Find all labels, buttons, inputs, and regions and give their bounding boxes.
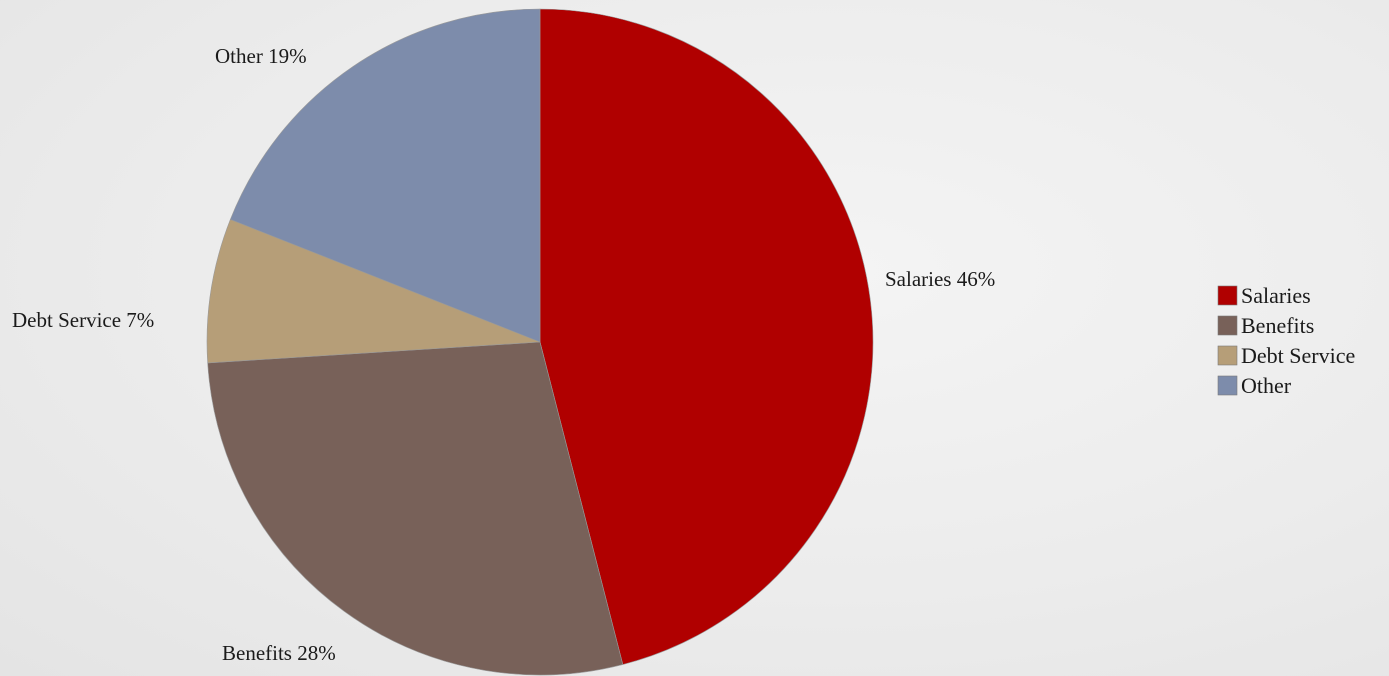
data-label-other: Other 19% [215, 44, 307, 68]
data-label-benefits: Benefits 28% [222, 641, 336, 665]
legend-label-benefits: Benefits [1241, 313, 1314, 338]
pie-data-labels: Salaries 46% Benefits 28% Debt Service 7% O… [12, 44, 995, 665]
legend-swatch-debt-service [1217, 345, 1238, 366]
pie-slice-other [229, 8, 541, 343]
data-label-salaries: Salaries 46% [885, 267, 995, 291]
pie-slice-benefits [207, 341, 624, 676]
legend: Salaries Benefits Debt Service Other [1217, 283, 1355, 398]
legend-item-benefits: Benefits [1217, 313, 1314, 338]
legend-swatch-salaries [1217, 285, 1238, 306]
legend-swatch-other [1217, 375, 1238, 396]
legend-label-debt-service: Debt Service [1241, 343, 1355, 368]
legend-item-other: Other [1217, 373, 1292, 398]
pie-slice-salaries [539, 8, 874, 665]
legend-label-salaries: Salaries [1241, 283, 1311, 308]
legend-swatch-benefits [1217, 315, 1238, 336]
legend-label-other: Other [1241, 373, 1292, 398]
legend-item-salaries: Salaries [1217, 283, 1311, 308]
pie-slice-debt-service [206, 219, 541, 364]
legend-item-debt-service: Debt Service [1217, 343, 1355, 368]
pie-slices [206, 8, 874, 676]
data-label-debt-service: Debt Service 7% [12, 308, 154, 332]
